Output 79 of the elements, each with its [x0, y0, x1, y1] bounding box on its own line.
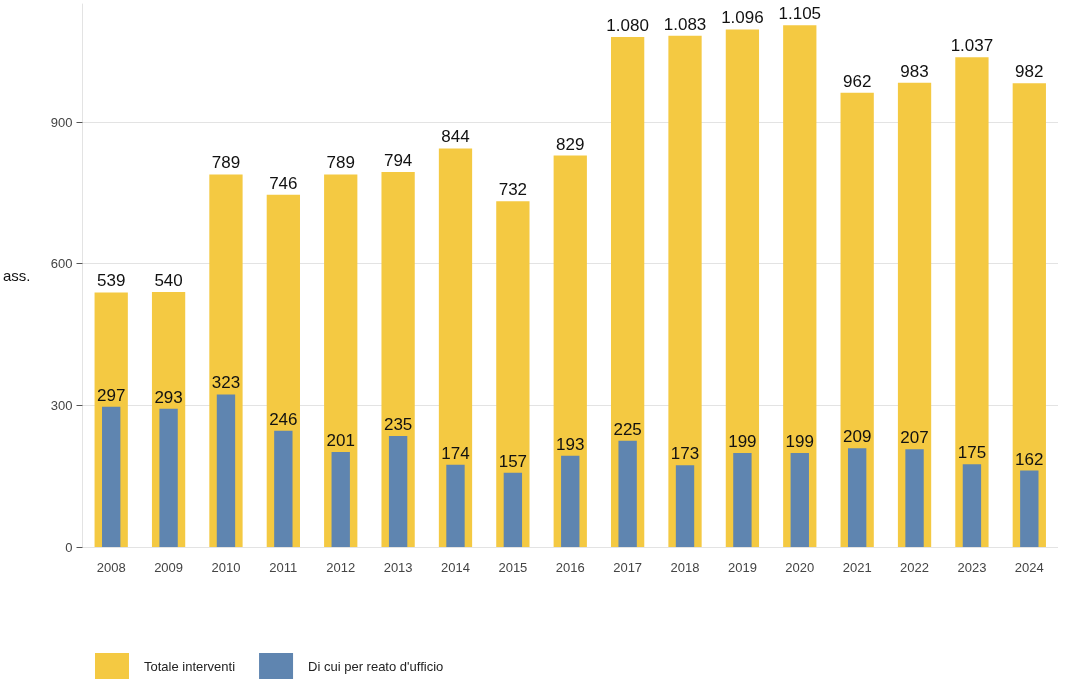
bar: [331, 452, 350, 547]
data-label: 235: [383, 415, 413, 435]
data-label: 962: [842, 71, 872, 91]
data-label: 246: [269, 409, 298, 429]
data-label: 983: [900, 61, 929, 81]
bar: [216, 394, 236, 547]
data-label: 193: [556, 434, 585, 454]
data-label: 201: [326, 431, 355, 451]
data-label: 174: [441, 443, 470, 463]
bar: [733, 453, 752, 547]
y-axis-title: ass.: [2, 267, 31, 284]
x-tick-label: 2016: [555, 560, 585, 575]
y-tick-label: 600: [50, 256, 73, 272]
x-tick-label: 2012: [326, 560, 356, 575]
x-tick-label: 2013: [383, 560, 413, 575]
data-label: 175: [957, 443, 987, 463]
bar: [503, 472, 523, 547]
data-label: 539: [97, 271, 126, 291]
x-tick-label: 2023: [957, 560, 987, 575]
data-label: 162: [1015, 449, 1044, 469]
x-tick-label: 2018: [670, 560, 700, 575]
bar: [388, 436, 408, 547]
data-label: 789: [211, 153, 241, 173]
bar: [618, 440, 637, 547]
bar: [783, 25, 817, 547]
x-tick-label: 2024: [1014, 560, 1044, 575]
data-label: 1.037: [950, 36, 994, 56]
bar: [446, 464, 465, 547]
x-tick-label: 2017: [613, 560, 643, 575]
y-tick-label: 0: [65, 539, 73, 555]
x-tick-label: 2022: [900, 560, 930, 575]
bar: [962, 464, 982, 547]
x-tick-label: 2011: [269, 560, 298, 575]
data-label: 1.080: [606, 16, 649, 36]
x-tick-label: 2014: [441, 560, 470, 575]
data-label: 209: [842, 427, 872, 447]
bar: [1020, 470, 1039, 547]
bar: [159, 408, 178, 547]
data-label: 323: [211, 373, 241, 393]
x-tick-label: 2021: [842, 560, 872, 575]
data-label: 173: [670, 444, 700, 464]
y-tick-label: 900: [50, 114, 73, 130]
x-tick-label: 2020: [785, 560, 815, 575]
data-label: 297: [97, 385, 126, 405]
data-label: 732: [498, 180, 528, 200]
data-label: 746: [269, 173, 298, 193]
data-label: 1.105: [778, 4, 822, 24]
data-label: 293: [154, 387, 183, 407]
data-label: 844: [441, 127, 470, 147]
data-label: 225: [613, 419, 642, 439]
bar: [561, 455, 580, 547]
bar: [847, 448, 867, 547]
x-tick-label: 2015: [498, 560, 528, 575]
data-label: 982: [1015, 62, 1044, 82]
bar: [905, 449, 924, 547]
data-label: 1.083: [663, 14, 707, 34]
data-label: 1.096: [721, 8, 764, 28]
bar: [790, 453, 809, 547]
data-label: 829: [556, 134, 585, 154]
data-label: 157: [498, 451, 528, 471]
bar: [1012, 83, 1046, 547]
data-label: 540: [154, 271, 183, 291]
x-tick-label: 2009: [154, 560, 184, 575]
bar: [955, 57, 989, 547]
data-label: 789: [326, 153, 355, 173]
legend-label: Totale interventi: [144, 658, 236, 674]
bar: [675, 465, 695, 547]
bar: [102, 406, 121, 547]
x-tick-label: 2008: [96, 560, 126, 575]
bar: [668, 35, 702, 547]
bar: [274, 430, 293, 547]
data-label: 199: [785, 432, 814, 452]
legend-label: Di cui per reato d'ufficio: [308, 658, 444, 674]
x-tick-label: 2019: [727, 560, 757, 575]
data-label: 207: [900, 428, 929, 448]
data-label: 199: [728, 432, 757, 452]
data-label: 794: [383, 151, 413, 171]
x-tick-label: 2010: [211, 560, 241, 575]
y-tick-label: 300: [50, 397, 73, 413]
